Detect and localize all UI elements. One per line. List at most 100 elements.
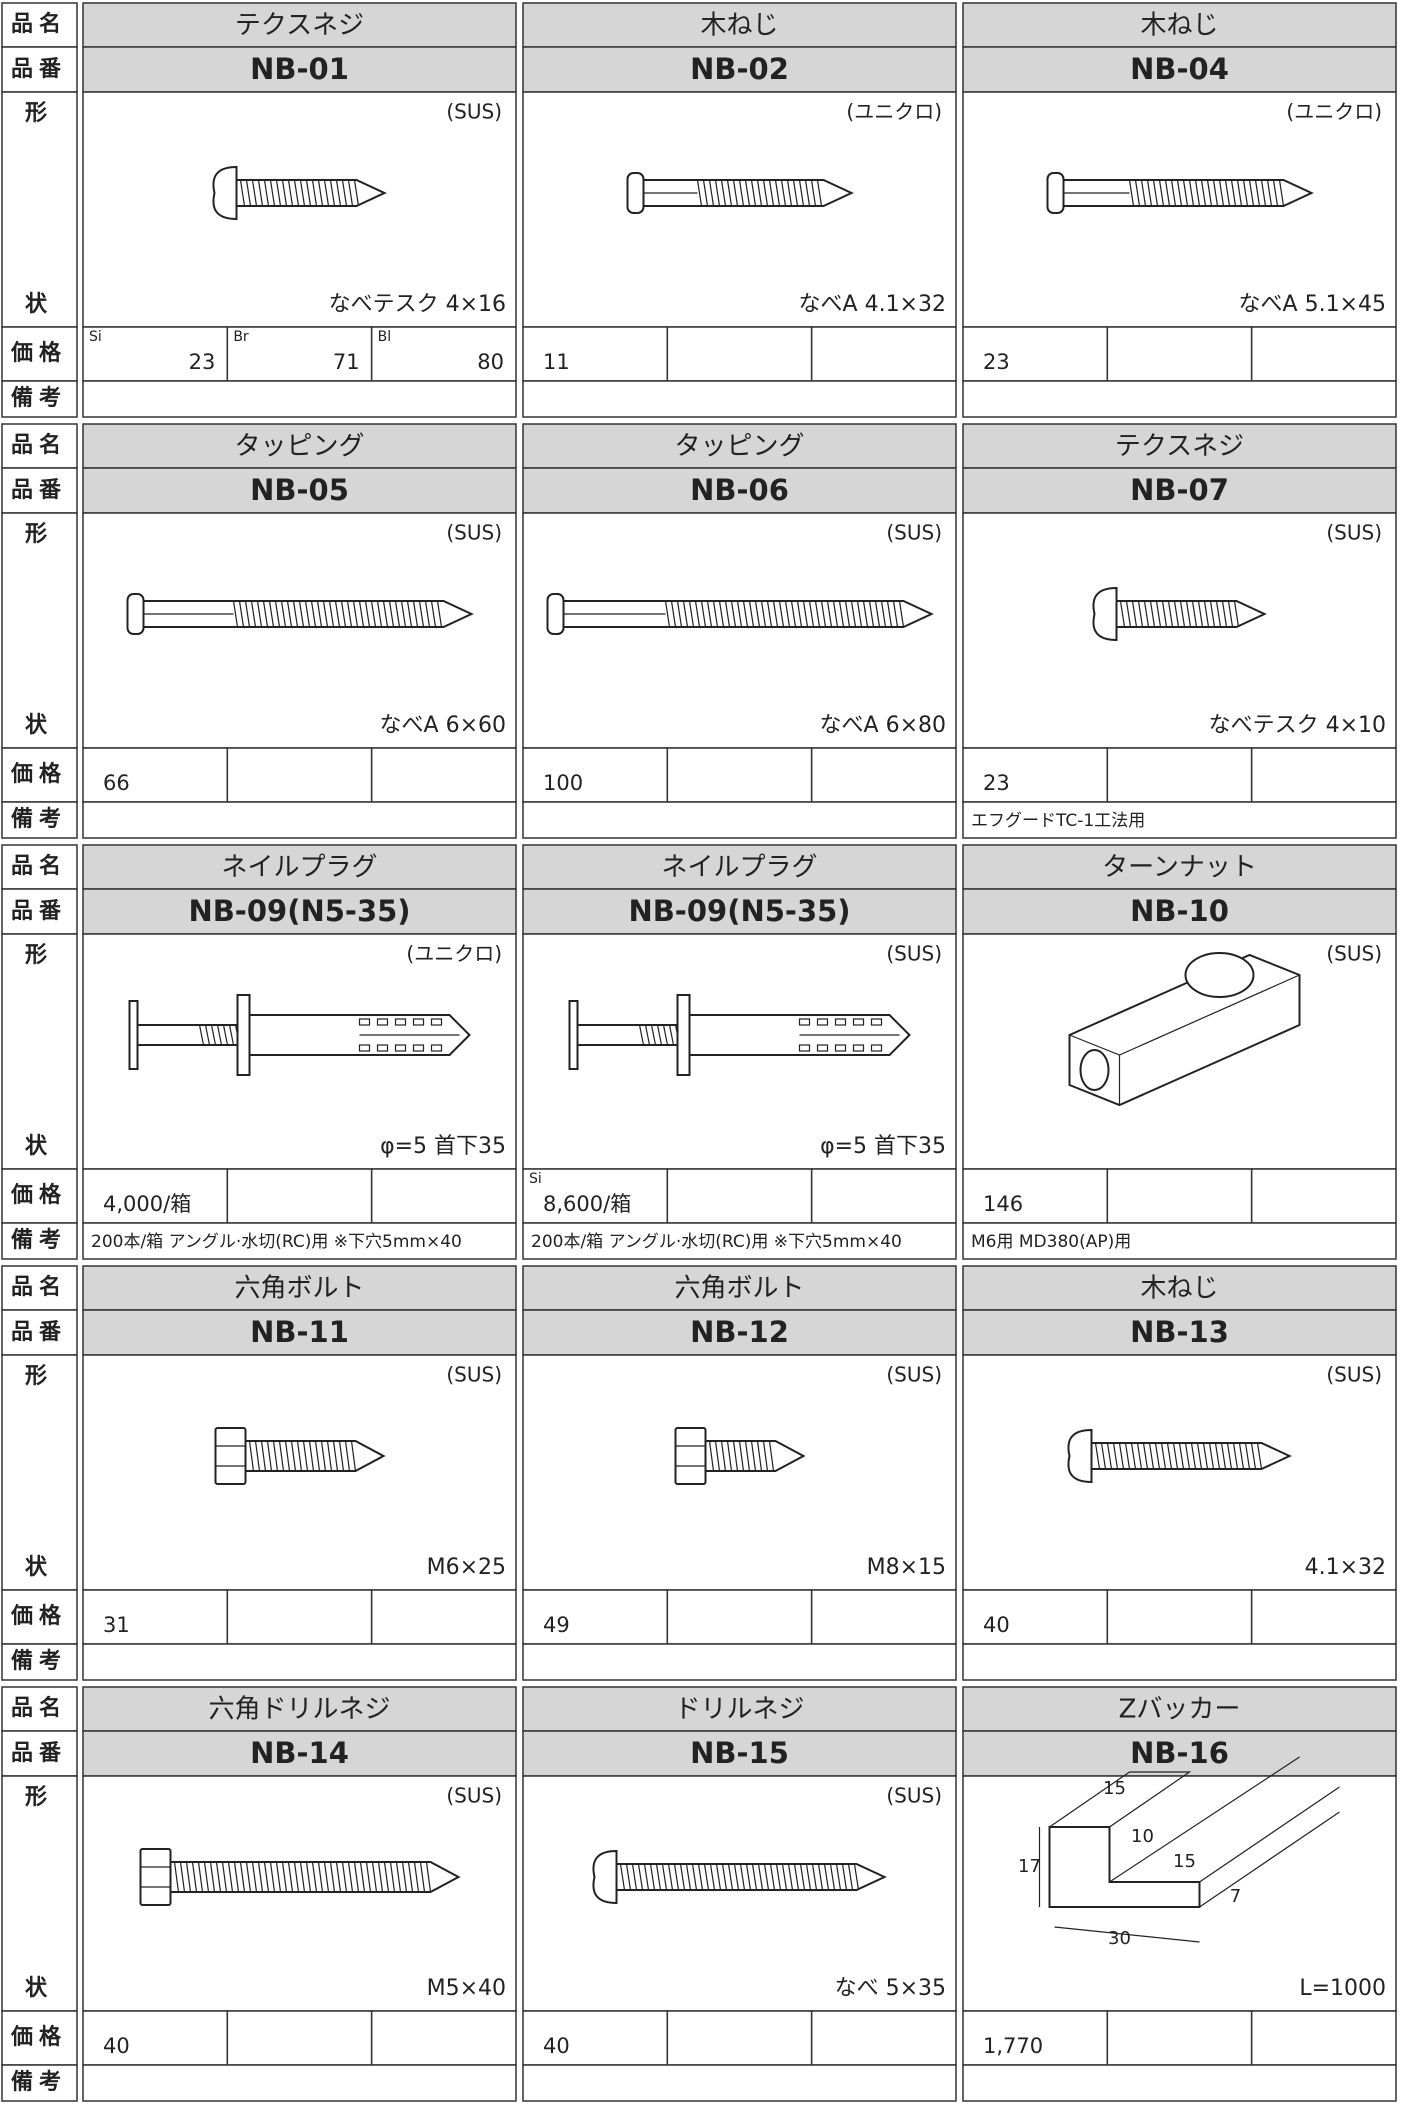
thread [272, 1440, 279, 1472]
product-name: 六角ボルト [674, 1274, 804, 1304]
price: 40 [103, 2034, 130, 2058]
code-cell [522, 467, 957, 514]
thread [1233, 600, 1240, 628]
thread [751, 1863, 758, 1891]
thread [430, 600, 437, 628]
spec: なべ 5×35 [835, 1976, 946, 2001]
thread [262, 600, 269, 628]
thread [774, 179, 781, 207]
row-label: 状 [25, 1555, 53, 1580]
row-label: 品番 [11, 57, 67, 82]
price-cell [226, 747, 373, 803]
price-cell [226, 2010, 373, 2066]
thread [298, 600, 305, 628]
note-cell [82, 2064, 517, 2102]
row-label: 品名 [11, 853, 67, 879]
price-cell [810, 1589, 957, 1645]
rib [834, 1044, 847, 1052]
price-cell [1106, 1589, 1253, 1645]
label-cell [1, 1643, 78, 1681]
thread [1227, 600, 1234, 628]
thread [341, 179, 348, 207]
material: (ユニクロ) [1286, 100, 1382, 124]
thread [344, 1440, 351, 1472]
thread [299, 179, 306, 207]
thread [679, 1863, 686, 1891]
thread [335, 179, 342, 207]
thread [1266, 179, 1273, 207]
thread [768, 179, 775, 207]
thread [1154, 1442, 1161, 1470]
thread [835, 1863, 842, 1891]
dimension: 15 [1103, 1778, 1126, 1799]
thread [308, 1440, 315, 1472]
thread [760, 600, 767, 628]
price-cell [666, 1589, 813, 1645]
price-cell [82, 1589, 229, 1645]
thread [1164, 179, 1171, 207]
thread [1179, 600, 1186, 628]
thread [382, 600, 389, 628]
thread [847, 1863, 854, 1891]
thread [317, 179, 324, 207]
row-label: 価格 [10, 340, 67, 366]
thread [299, 1861, 306, 1893]
label-cell [1, 512, 78, 749]
thread [712, 600, 719, 628]
illustration [626, 172, 854, 214]
note: M6用 MD380(AP)用 [971, 1232, 1131, 1252]
price: 8,600/箱 [543, 1192, 631, 1216]
product-name: 六角ドリルネジ [208, 1695, 390, 1725]
price-cell [1250, 747, 1397, 803]
spec: なべテスク 4×16 [329, 292, 506, 317]
thread [637, 1863, 644, 1891]
nail [136, 1024, 239, 1046]
rib [376, 1044, 389, 1052]
thread [260, 1440, 267, 1472]
thread [395, 1861, 402, 1893]
row-label: 品名 [11, 432, 67, 458]
product-code: NB-16 [1130, 1736, 1229, 1770]
note-cell [962, 2064, 1397, 2102]
thread [248, 1440, 255, 1472]
price-cell [666, 326, 813, 382]
shaft [562, 600, 934, 628]
thread [1149, 600, 1156, 628]
thread [1238, 1442, 1245, 1470]
thread [413, 1861, 420, 1893]
thread [721, 1863, 728, 1891]
thread [275, 1861, 282, 1893]
thread [204, 1024, 211, 1046]
shape-cell [522, 512, 957, 749]
thread [1143, 600, 1150, 628]
thread [347, 179, 354, 207]
thread [650, 1024, 657, 1046]
thread [1209, 600, 1216, 628]
product-code: NB-05 [250, 473, 349, 507]
thread [856, 600, 863, 628]
thread [232, 600, 239, 628]
thread [244, 600, 251, 628]
illustration [128, 994, 471, 1076]
thread [352, 600, 359, 628]
thread [418, 600, 425, 628]
thread [221, 1861, 228, 1893]
rib [430, 1018, 443, 1026]
rib [798, 1044, 811, 1052]
thread [702, 179, 709, 207]
thread [400, 600, 407, 628]
thread [748, 600, 755, 628]
illustration [1067, 1428, 1292, 1484]
row-label: 状 [25, 292, 53, 317]
thread [1194, 179, 1201, 207]
note-cell [522, 1643, 957, 1681]
head [1046, 172, 1065, 214]
thread [239, 1861, 246, 1893]
thread [341, 1861, 348, 1893]
z-body [1049, 1756, 1340, 1908]
thread [1170, 179, 1177, 207]
thread [841, 1863, 848, 1891]
label-cell [1, 2064, 78, 2102]
name-cell [82, 1686, 517, 1732]
thread [1184, 1442, 1191, 1470]
